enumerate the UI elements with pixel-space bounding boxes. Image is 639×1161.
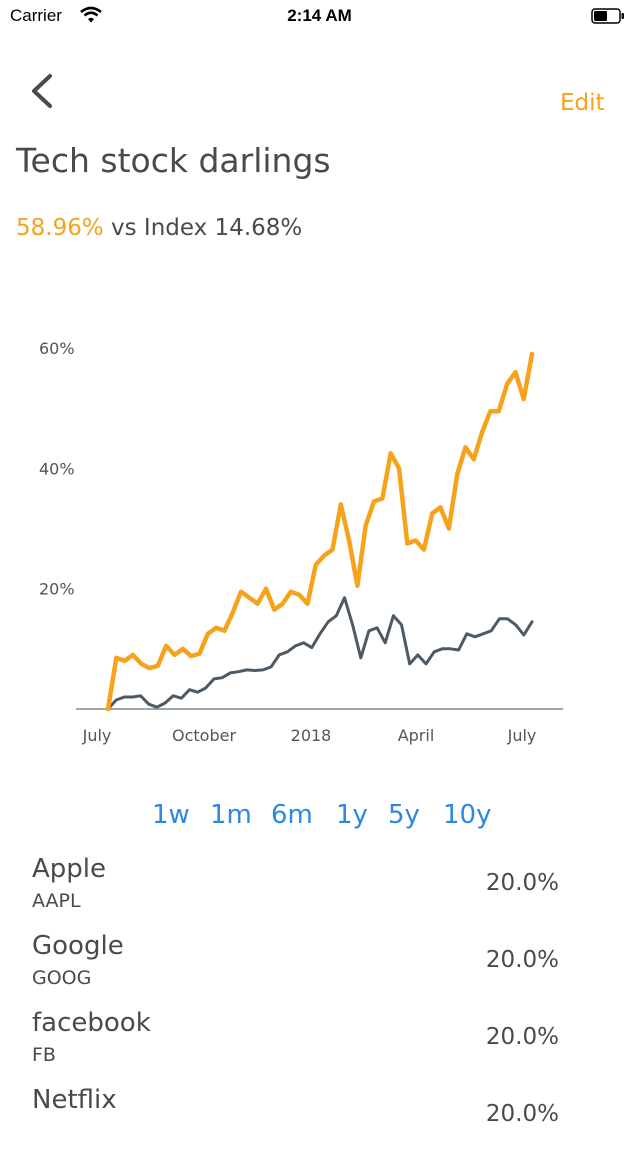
- holding-name: Google: [32, 931, 124, 961]
- holding-ticker: AAPL: [32, 890, 81, 912]
- y-tick-label: 40%: [39, 459, 75, 478]
- holding-row[interactable]: Google GOOG 20.0%: [0, 931, 639, 1007]
- holding-weight: 20.0%: [485, 947, 559, 973]
- holding-weight: 20.0%: [485, 1024, 559, 1050]
- index-comparison: vs Index 14.68%: [111, 215, 303, 241]
- y-tick-label: 20%: [39, 580, 75, 599]
- performance-summary: 58.96% vs Index 14.68%: [16, 215, 302, 241]
- holding-ticker: FB: [32, 1044, 56, 1066]
- holding-name: facebook: [32, 1008, 151, 1038]
- x-tick-label: October: [172, 726, 236, 745]
- range-button-6m[interactable]: 6m: [271, 800, 313, 830]
- x-tick-label: April: [398, 726, 435, 745]
- back-chevron-icon[interactable]: [26, 70, 58, 112]
- battery-icon: [591, 8, 624, 24]
- portfolio-return: 58.96%: [16, 215, 104, 241]
- status-bar: Carrier 2:14 AM: [0, 0, 639, 34]
- holding-row[interactable]: facebook FB 20.0%: [0, 1008, 639, 1084]
- holding-row[interactable]: Apple AAPL 20.0%: [0, 854, 639, 930]
- time-range-selector: 1w 1m 6m 1y 5y 10y: [0, 800, 639, 836]
- performance-chart: 20% 40% 60% July October 2018 April July: [39, 339, 563, 745]
- holding-name: Netflix: [32, 1085, 117, 1115]
- holding-row[interactable]: Netflix 20.0%: [0, 1085, 639, 1161]
- x-tick-label: July: [82, 726, 112, 745]
- holding-weight: 20.0%: [485, 1101, 559, 1127]
- range-button-5y[interactable]: 5y: [388, 800, 420, 830]
- range-button-10y[interactable]: 10y: [443, 800, 492, 830]
- holding-name: Apple: [32, 854, 107, 884]
- status-time: 2:14 AM: [287, 6, 352, 25]
- holding-weight: 20.0%: [485, 870, 559, 896]
- portfolio-title: Tech stock darlings: [16, 141, 331, 180]
- x-tick-label: July: [507, 726, 537, 745]
- range-button-1w[interactable]: 1w: [152, 800, 190, 830]
- y-tick-label: 60%: [39, 339, 75, 358]
- range-button-1m[interactable]: 1m: [210, 800, 252, 830]
- carrier-label: Carrier: [10, 6, 62, 25]
- wifi-icon: [80, 6, 102, 23]
- edit-button[interactable]: Edit: [560, 90, 605, 116]
- holding-ticker: GOOG: [32, 967, 92, 989]
- x-tick-label: 2018: [291, 726, 332, 745]
- portfolio-series-line: [105, 351, 535, 712]
- range-button-1y[interactable]: 1y: [336, 800, 368, 830]
- index-series-line: [106, 596, 534, 711]
